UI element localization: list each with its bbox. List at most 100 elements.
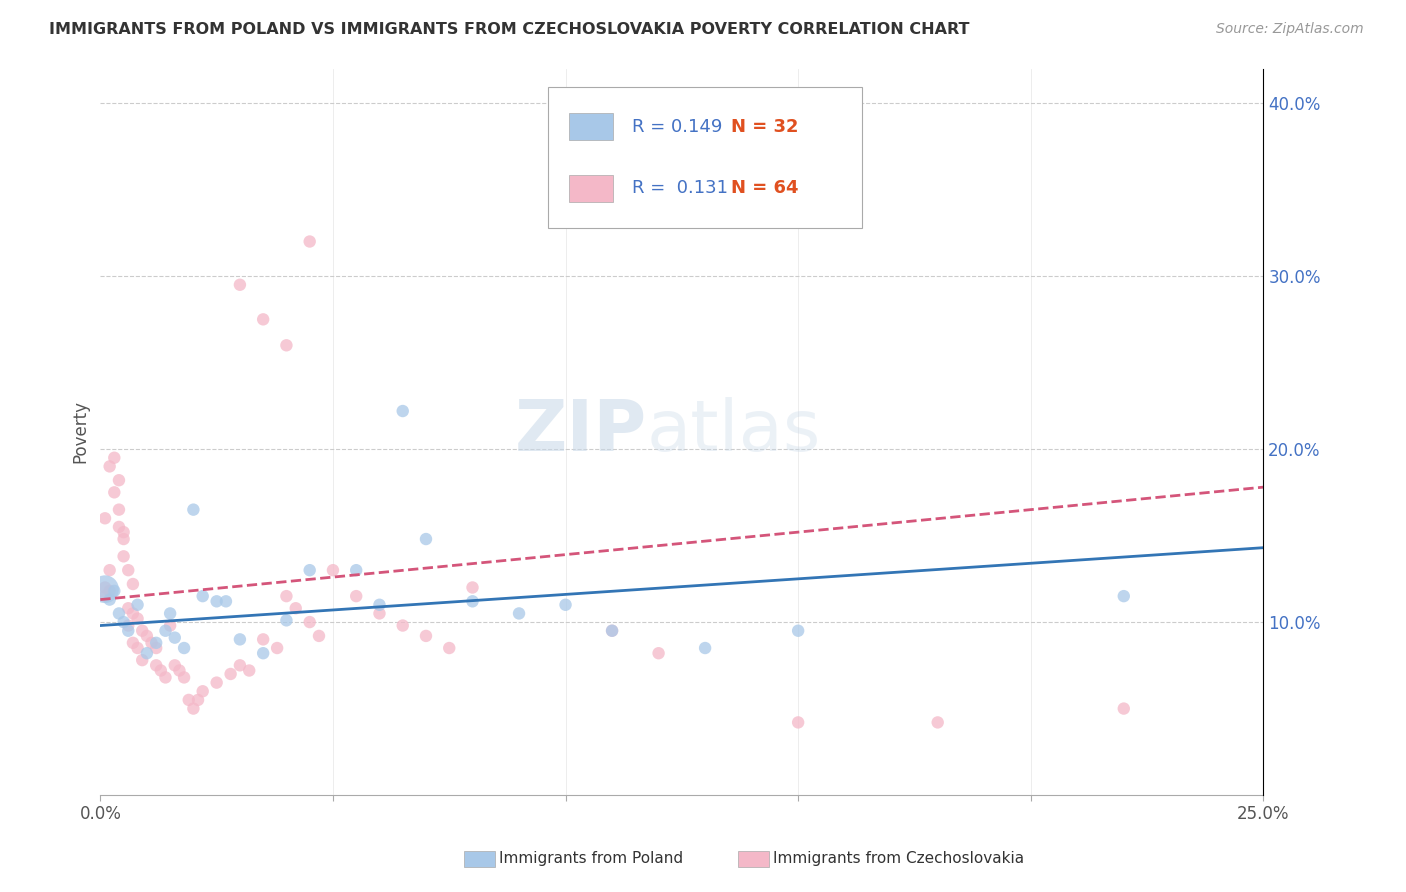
Text: N = 32: N = 32 [731,118,799,136]
Point [98,459,121,474]
Point [415,629,437,643]
Point [94,581,117,595]
Point [308,629,330,643]
Point [344,563,367,577]
Point [98,563,121,577]
Point [322,563,344,577]
Point [141,636,163,650]
Point [131,624,153,638]
Point [219,667,242,681]
Point [127,612,149,626]
Text: R = 0.149: R = 0.149 [631,118,723,136]
Point [693,640,716,655]
FancyBboxPatch shape [569,175,613,202]
Text: N = 64: N = 64 [731,179,799,197]
Point [145,658,167,673]
Point [177,693,200,707]
Point [103,485,125,500]
Point [205,594,228,608]
Point [391,618,413,632]
Point [94,511,117,525]
Text: Source: ZipAtlas.com: Source: ZipAtlas.com [1216,22,1364,37]
Point [600,624,623,638]
Point [415,532,437,546]
Point [368,607,391,621]
Point [163,631,186,645]
Point [276,613,298,627]
Point [461,581,484,595]
Point [94,589,117,603]
Point [112,615,135,629]
Point [298,235,321,249]
Point [117,624,139,638]
Point [238,664,260,678]
Point [169,664,191,678]
Point [159,607,181,621]
Point [117,618,139,632]
Text: atlas: atlas [647,397,821,467]
Point [135,629,157,643]
Point [103,583,125,598]
Point [103,450,125,465]
Text: R =  0.131: R = 0.131 [631,179,728,197]
Point [173,640,195,655]
Point [98,592,121,607]
Point [1112,701,1135,715]
Point [112,525,135,540]
Point [159,618,181,632]
Point [229,632,252,647]
Point [266,640,288,655]
Text: Immigrants from Czechoslovakia: Immigrants from Czechoslovakia [773,852,1025,866]
Text: ZIP: ZIP [515,397,647,467]
Point [112,532,135,546]
Point [122,636,145,650]
Point [215,594,238,608]
Point [122,607,145,621]
Point [276,338,298,352]
Point [298,615,321,629]
Point [108,520,131,534]
Point [298,563,321,577]
Point [112,549,135,564]
Point [508,607,530,621]
Point [600,624,623,638]
FancyBboxPatch shape [569,113,613,140]
Point [205,675,228,690]
Point [191,589,214,603]
Point [145,640,167,655]
Point [183,701,205,715]
Point [439,640,461,655]
FancyBboxPatch shape [548,87,862,228]
Point [94,582,117,597]
Point [155,670,177,684]
Text: IMMIGRANTS FROM POLAND VS IMMIGRANTS FROM CZECHOSLOVAKIA POVERTY CORRELATION CHA: IMMIGRANTS FROM POLAND VS IMMIGRANTS FRO… [49,22,970,37]
Point [787,624,810,638]
Point [135,646,157,660]
Point [368,598,391,612]
Point [187,693,209,707]
Point [117,563,139,577]
Point [391,404,413,418]
Point [344,589,367,603]
Point [155,624,177,638]
Y-axis label: Poverty: Poverty [72,401,89,463]
Point [229,658,252,673]
Point [252,632,274,647]
Point [127,640,149,655]
Point [276,589,298,603]
Point [252,646,274,660]
Point [554,598,576,612]
Point [149,664,172,678]
Point [927,715,949,730]
Point [117,601,139,615]
Point [127,598,149,612]
Point [229,277,252,292]
Point [108,473,131,487]
Point [98,583,121,598]
Point [131,653,153,667]
Point [252,312,274,326]
Point [173,670,195,684]
Point [787,715,810,730]
Point [145,636,167,650]
Point [122,577,145,591]
